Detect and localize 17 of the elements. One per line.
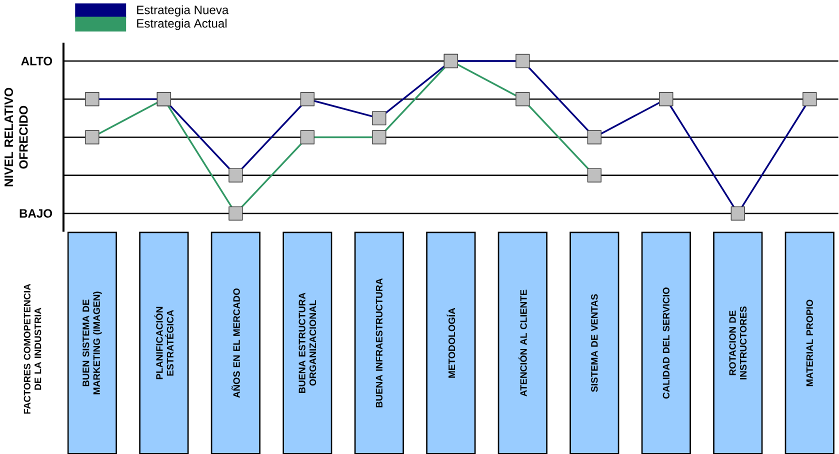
x-tick-label: ROTACION DE INSTRUCTORES bbox=[729, 306, 747, 380]
x-tick-label: SISTEMA DE VENTAS bbox=[591, 294, 598, 392]
x-tick-label: METODOLOGÍA bbox=[446, 308, 456, 378]
text: FACTORES COMOPETENCIA DE LA INDUSTRIA bbox=[24, 284, 42, 414]
x-tick-label: CALIDAD DEL SERVICIO bbox=[662, 287, 670, 398]
y-axis-title: NIVEL RELATIVO OFRECIDO bbox=[4, 88, 28, 186]
x-tick-label: ATENCIÓN AL CLIENTE bbox=[518, 290, 527, 396]
x-tick-label: BUENA ESTRUCTURA ORGANIZACIONAL bbox=[298, 292, 316, 393]
legend-label: Estrategia Actual bbox=[137, 18, 227, 30]
x-tick-label: BUENA INFRAESTRUCTURA bbox=[376, 278, 382, 408]
text: ALTO bbox=[21, 56, 52, 66]
legend-label: Estrategia Nueva bbox=[137, 5, 229, 16]
x-tick-label: MATERIAL PROPIO bbox=[806, 300, 813, 386]
text: BAJO bbox=[20, 209, 52, 218]
x-tick-label: BUEN SISTEMA DE MARKETING (IMAGEN) bbox=[82, 291, 102, 394]
x-tick-label: AÑOS EN EL MERCADO bbox=[231, 288, 240, 398]
x-tick-label: PLANIFICACIÓN ESTRATÉGICA bbox=[154, 306, 174, 379]
